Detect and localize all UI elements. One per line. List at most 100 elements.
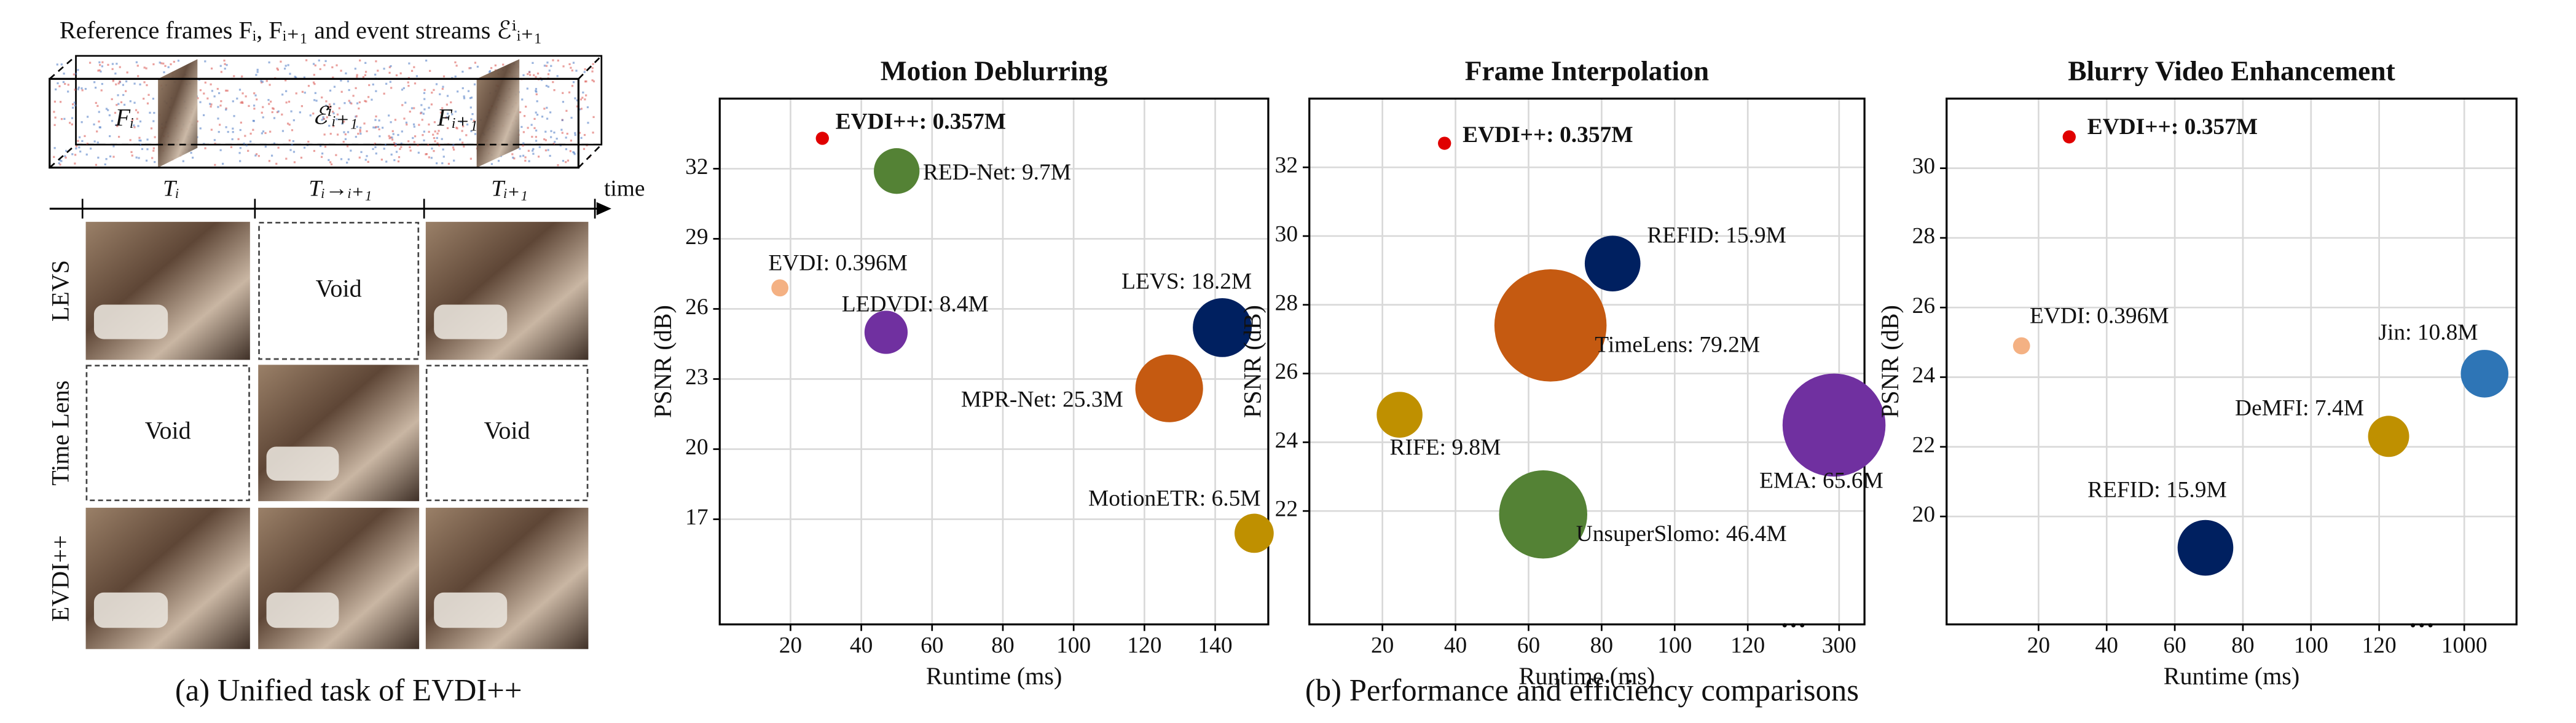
event bbox=[497, 160, 500, 162]
x-tick-label: 60 bbox=[921, 633, 943, 658]
event bbox=[367, 96, 370, 98]
event bbox=[285, 101, 288, 104]
bubble bbox=[874, 148, 920, 194]
event bbox=[77, 86, 80, 89]
event bbox=[95, 164, 98, 166]
row-label: Time Lens bbox=[46, 381, 74, 486]
event bbox=[400, 146, 402, 148]
event bbox=[159, 61, 161, 64]
event bbox=[434, 140, 436, 143]
event bbox=[565, 161, 567, 164]
event bbox=[244, 135, 246, 137]
event bbox=[59, 101, 62, 103]
event bbox=[203, 114, 205, 116]
event bbox=[428, 106, 430, 109]
event bbox=[415, 75, 418, 77]
event bbox=[53, 124, 56, 126]
event bbox=[324, 145, 327, 148]
event bbox=[301, 90, 304, 93]
event bbox=[528, 160, 530, 162]
event bbox=[253, 120, 255, 122]
event bbox=[123, 103, 126, 106]
event bbox=[135, 156, 138, 159]
x-tick-label: 40 bbox=[1444, 633, 1467, 658]
event bbox=[269, 130, 272, 133]
event bbox=[433, 89, 435, 91]
cube-front bbox=[49, 77, 579, 169]
event bbox=[402, 87, 405, 90]
point-label: EVDI++: 0.357M bbox=[2087, 114, 2258, 140]
event bbox=[452, 146, 455, 149]
event bbox=[550, 65, 552, 67]
x-tick-label: 1000 bbox=[2441, 633, 2488, 658]
bubble bbox=[1135, 354, 1203, 422]
event bbox=[565, 136, 567, 139]
event bbox=[78, 136, 81, 138]
event bbox=[329, 106, 332, 109]
event bbox=[105, 158, 108, 160]
event bbox=[77, 69, 79, 71]
event bbox=[150, 127, 153, 130]
event bbox=[446, 127, 449, 130]
point-label: RIFE: 9.8M bbox=[1390, 435, 1501, 460]
event bbox=[583, 133, 586, 136]
event bbox=[242, 92, 244, 95]
event bbox=[522, 131, 525, 133]
event bbox=[111, 63, 114, 65]
event bbox=[340, 79, 342, 82]
event bbox=[366, 130, 368, 133]
event bbox=[535, 88, 538, 90]
event bbox=[561, 119, 564, 122]
event bbox=[152, 97, 155, 100]
event bbox=[557, 59, 559, 62]
event bbox=[540, 79, 543, 81]
event bbox=[323, 133, 326, 136]
event bbox=[391, 130, 394, 132]
event bbox=[439, 119, 442, 121]
event bbox=[426, 144, 430, 146]
point-label: UnsuperSlomo: 46.4M bbox=[1576, 521, 1787, 547]
event bbox=[230, 146, 233, 148]
chart: Blurry Video Enhancement 20 22 24 26 28 30 20 40… bbox=[1876, 56, 2518, 690]
event bbox=[328, 159, 330, 161]
event bbox=[350, 102, 353, 105]
y-tick-label: 23 bbox=[685, 365, 708, 390]
event bbox=[359, 132, 362, 135]
event bbox=[217, 117, 219, 120]
event bbox=[331, 66, 334, 69]
event bbox=[219, 149, 222, 151]
event bbox=[328, 125, 331, 127]
event bbox=[571, 85, 574, 87]
event bbox=[519, 155, 522, 157]
event bbox=[344, 133, 347, 136]
event bbox=[450, 101, 452, 104]
event bbox=[245, 95, 247, 98]
event bbox=[97, 156, 100, 159]
event bbox=[546, 106, 548, 109]
event bbox=[461, 71, 464, 73]
event bbox=[428, 123, 430, 126]
event bbox=[211, 90, 213, 92]
event bbox=[390, 87, 393, 89]
event bbox=[535, 76, 537, 78]
event bbox=[372, 126, 375, 128]
event bbox=[136, 117, 138, 120]
event bbox=[333, 85, 336, 88]
event bbox=[318, 59, 320, 61]
event bbox=[527, 149, 530, 152]
event bbox=[466, 123, 469, 126]
event bbox=[329, 161, 332, 164]
event bbox=[461, 87, 464, 90]
event bbox=[167, 66, 170, 68]
y-tick-label: 26 bbox=[1912, 293, 1935, 318]
event bbox=[164, 65, 167, 67]
event bbox=[240, 121, 242, 124]
event bbox=[269, 84, 271, 86]
event bbox=[374, 143, 376, 145]
event bbox=[53, 156, 55, 158]
event bbox=[177, 60, 180, 62]
event bbox=[346, 161, 348, 164]
frame-image bbox=[258, 365, 420, 502]
event bbox=[535, 93, 538, 95]
time-label: time bbox=[604, 176, 645, 202]
